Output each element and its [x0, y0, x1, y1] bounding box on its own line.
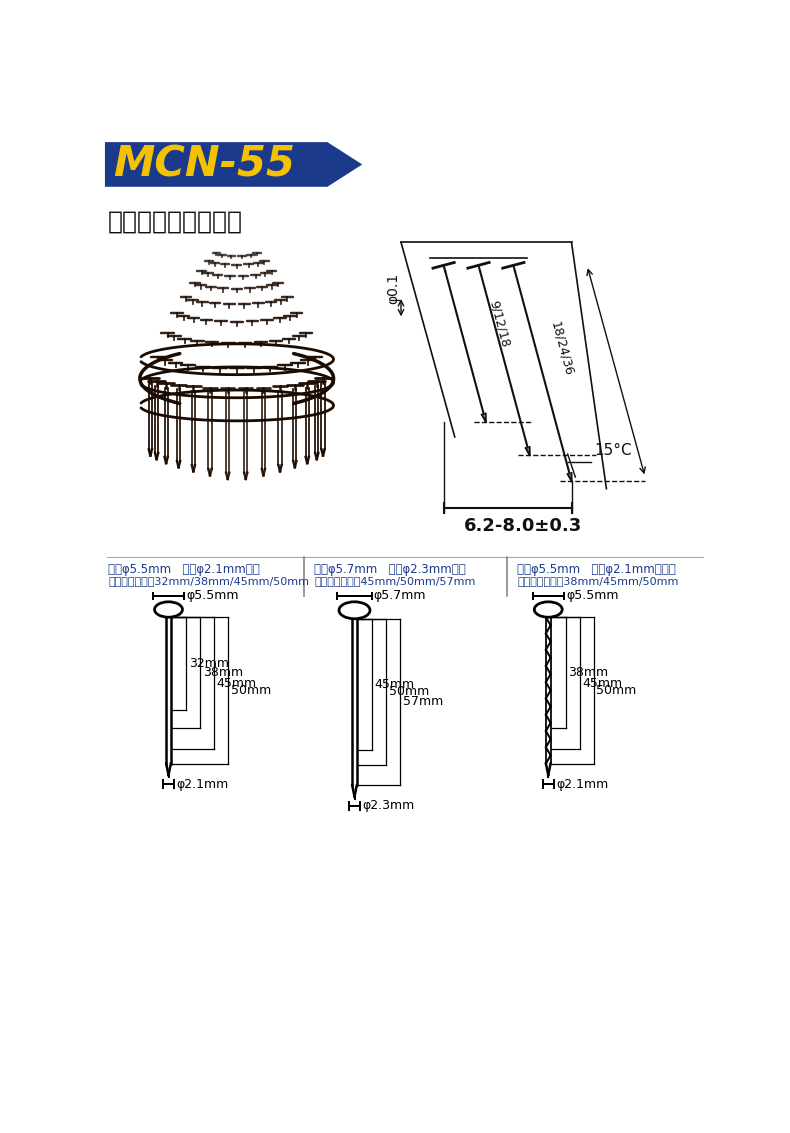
Text: 适用钉子规格如下：: 适用钉子规格如下：: [108, 210, 243, 233]
Text: 45mm: 45mm: [374, 678, 415, 691]
Ellipse shape: [534, 602, 562, 617]
Text: 适用钉长范围：38mm/45mm/50mm: 适用钉长范围：38mm/45mm/50mm: [517, 576, 679, 586]
Text: 15°C: 15°C: [595, 443, 633, 458]
Text: MCN-55: MCN-55: [113, 144, 295, 186]
Text: 38mm: 38mm: [202, 666, 243, 679]
Text: 钉帽φ5.5mm   钉身φ2.1mm螺纹钉: 钉帽φ5.5mm 钉身φ2.1mm螺纹钉: [517, 563, 676, 577]
Ellipse shape: [155, 602, 182, 617]
Text: 50mm: 50mm: [596, 684, 637, 697]
Text: 57mm: 57mm: [403, 696, 443, 708]
Text: 45mm: 45mm: [582, 676, 623, 690]
Polygon shape: [105, 142, 363, 187]
Text: φ5.7mm: φ5.7mm: [374, 589, 427, 602]
Text: φ2.1mm: φ2.1mm: [556, 777, 608, 791]
Text: φ2.1mm: φ2.1mm: [176, 777, 228, 791]
Text: 38mm: 38mm: [568, 666, 608, 679]
Text: φ0.1: φ0.1: [386, 273, 401, 304]
Text: 适用钉长范围：45mm/50mm/57mm: 适用钉长范围：45mm/50mm/57mm: [314, 576, 476, 586]
Text: 18/24/36: 18/24/36: [549, 320, 576, 377]
Text: 6.2-8.0±0.3: 6.2-8.0±0.3: [464, 517, 582, 535]
Text: 32mm: 32mm: [189, 657, 228, 671]
Text: 钉帽φ5.7mm   钉身φ2.3mm光钉: 钉帽φ5.7mm 钉身φ2.3mm光钉: [314, 563, 466, 577]
Text: 45mm: 45mm: [216, 676, 257, 690]
Text: φ5.5mm: φ5.5mm: [566, 589, 619, 602]
Text: φ5.5mm: φ5.5mm: [186, 589, 239, 602]
Text: 9/12/18: 9/12/18: [487, 299, 512, 349]
Text: 50mm: 50mm: [231, 684, 271, 697]
Text: 50mm: 50mm: [389, 685, 429, 698]
Text: 适用钉长范围：32mm/38mm/45mm/50mm: 适用钉长范围：32mm/38mm/45mm/50mm: [108, 576, 309, 586]
Text: φ2.3mm: φ2.3mm: [363, 800, 415, 812]
Text: 钉帽φ5.5mm   钉身φ2.1mm光钉: 钉帽φ5.5mm 钉身φ2.1mm光钉: [108, 563, 260, 577]
Ellipse shape: [339, 602, 370, 619]
